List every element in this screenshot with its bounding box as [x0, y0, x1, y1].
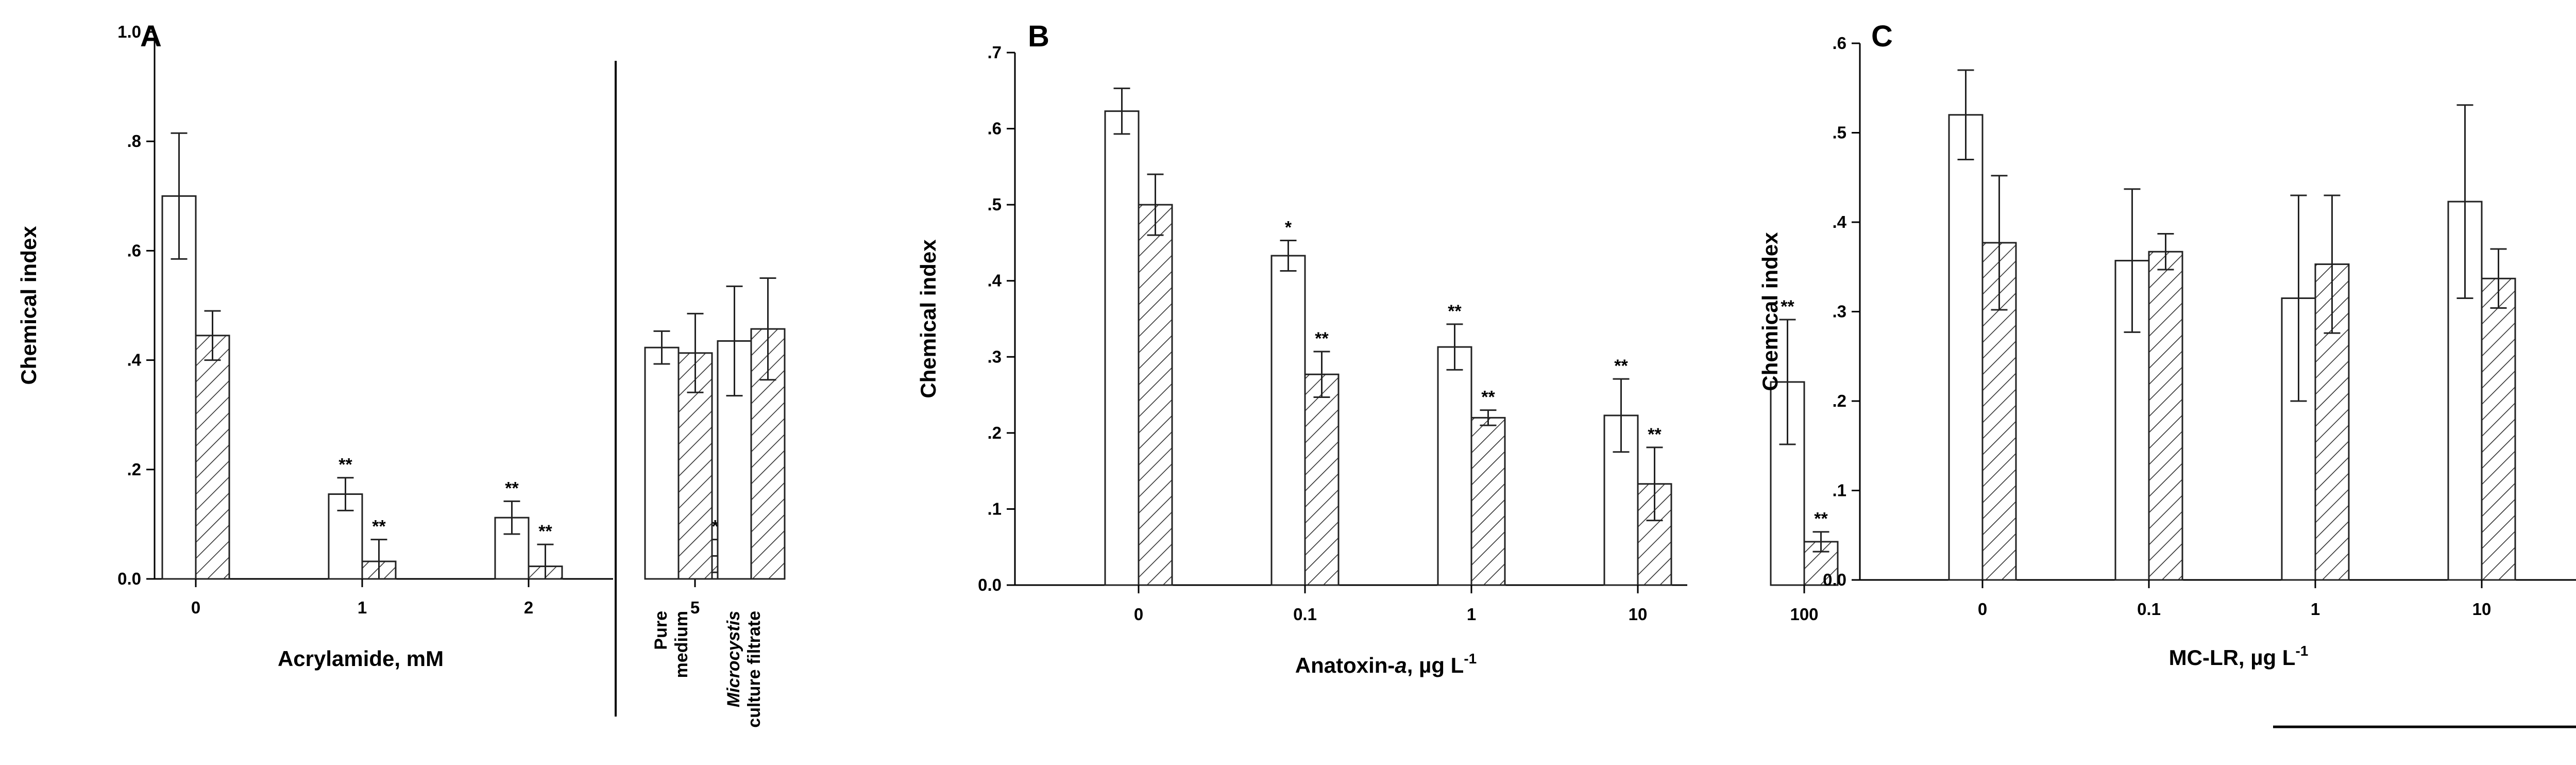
x-tick-label: 10 [2472, 600, 2492, 619]
x-tick-label: 10 [1629, 605, 1648, 624]
panel-c-chart: 0.0 .1 .2 .3 .4 .5 .6 Chemical index C 0 0.1 1 10 100… [1758, 20, 2576, 670]
control-label: medium [672, 611, 691, 678]
open-0.1-bar [1270, 255, 1306, 586]
y-tick-label: .4 [987, 271, 1002, 290]
y-axis-label: Chemical index [916, 239, 940, 398]
panel-letter: B [1028, 20, 1049, 53]
panel-letter: C [1871, 20, 1893, 53]
x-tick-label: 1 [2311, 600, 2320, 619]
open-0-bar [1948, 114, 1984, 581]
y-axis-label: Chemical index [16, 226, 41, 385]
open-2-significance: ** [505, 478, 519, 498]
x-tick-label: 0.1 [1293, 605, 1317, 624]
hatched-0.1-significance: ** [1315, 329, 1329, 348]
open-0-bar [1104, 110, 1140, 586]
y-tick-label: .1 [1832, 481, 1846, 500]
x-tick-label: 0 [191, 598, 200, 617]
hatched-1-significance: ** [372, 517, 386, 537]
panel-a-chart: 0.0 .2 .4 .6 .8 1.0 Chemical index A 0 ** ** 1 ** ** 2… [16, 20, 786, 728]
y-tick-label: .4 [127, 351, 141, 370]
open-0-bar [161, 195, 197, 580]
y-tick-label: .6 [987, 119, 1002, 138]
control-label: culture filtrate [744, 611, 764, 728]
y-axis-label: Chemical index [1758, 232, 1782, 391]
hatched-0-bar [1138, 204, 1173, 586]
x-tick-label: 5 [690, 598, 700, 617]
x-tick-label: 0 [1134, 605, 1143, 624]
hatched-2-significance: ** [538, 522, 552, 541]
open-100-significance: ** [1781, 297, 1794, 317]
hatched-0.1-bar [2148, 251, 2183, 581]
y-tick-label: .7 [987, 43, 1002, 62]
open-1-bar [1437, 346, 1472, 586]
x-tick-label: 1 [1467, 605, 1476, 624]
x-axis-label: MC-LR, µg L-1 [2169, 643, 2309, 670]
hatched-100-significance: ** [1814, 509, 1828, 529]
x-tick-label: 0 [1978, 600, 1987, 619]
y-tick-label: .8 [127, 131, 141, 151]
x-tick-label: 2 [524, 598, 533, 617]
y-tick-label: .6 [1832, 34, 1846, 53]
open-1-significance: ** [338, 455, 352, 475]
hatched-10-bar [2481, 277, 2516, 581]
hatched-0.1-bar [1304, 373, 1340, 586]
y-tick-label: .2 [127, 460, 141, 479]
y-tick-label: 0.0 [1823, 570, 1846, 589]
y-tick-label: .3 [987, 347, 1002, 366]
open-10-significance: ** [1614, 356, 1628, 376]
open-1-significance: ** [1448, 302, 1462, 321]
control-label: Pure [651, 611, 671, 650]
x-tick-label: 1 [358, 598, 367, 617]
y-tick-label: .2 [1832, 391, 1846, 410]
x-tick-label: 100 [1790, 605, 1818, 624]
hatched-1-significance: ** [1481, 388, 1495, 407]
y-tick-label: 0.0 [117, 569, 141, 588]
y-tick-label: .4 [1832, 212, 1846, 231]
y-tick-label: 0.0 [978, 575, 1002, 594]
x-axis-label: Anatoxin-a, µg L-1 [1295, 651, 1477, 677]
x-axis-label: Acrylamide, mM [278, 646, 444, 671]
x-tick-label: 0.1 [2137, 600, 2161, 619]
hatched-0-bar [195, 335, 230, 580]
control-open-0-bar [644, 346, 680, 580]
y-tick-label: 1.0 [117, 22, 141, 41]
control-label: Microcystis [724, 611, 743, 707]
y-tick-label: .6 [127, 241, 141, 260]
hatched-1-bar [1470, 417, 1506, 586]
panel-letter: A [140, 20, 162, 53]
y-tick-label: .2 [987, 423, 1002, 442]
hatched-10-significance: ** [1648, 425, 1662, 444]
y-tick-label: .1 [987, 499, 1002, 518]
y-tick-label: .3 [1832, 302, 1846, 321]
y-tick-label: .5 [1832, 123, 1846, 142]
y-tick-label: .5 [987, 195, 1002, 214]
open-0.1-significance: * [1285, 218, 1292, 238]
